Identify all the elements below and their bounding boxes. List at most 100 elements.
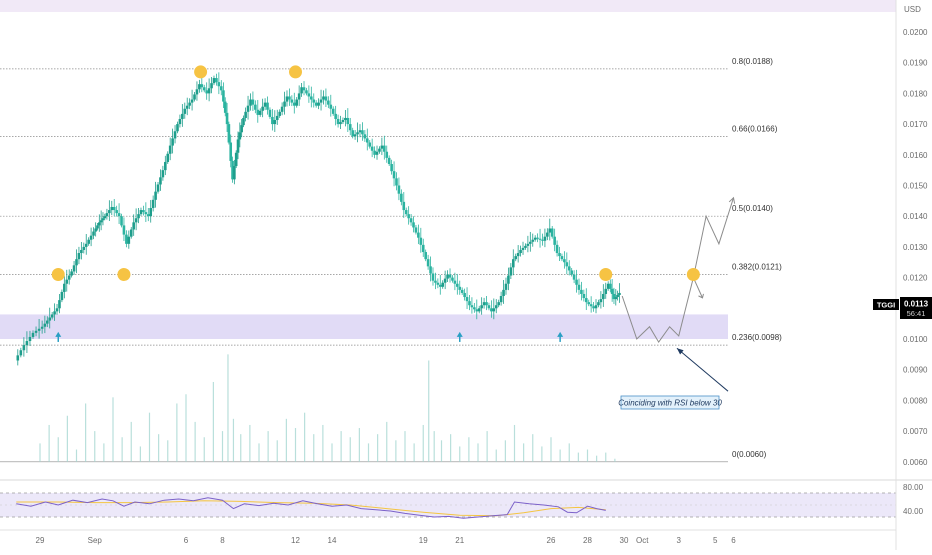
volume-bar <box>349 437 351 462</box>
forecast-arrowhead <box>728 196 736 204</box>
candle-body <box>458 286 462 290</box>
candle-body <box>268 109 272 117</box>
price-tick-label: 0.0080 <box>903 396 928 405</box>
candle-body <box>612 293 616 300</box>
candle-body <box>266 102 269 110</box>
candle-body <box>553 236 556 245</box>
candle-body <box>531 239 535 242</box>
volume-bar <box>468 437 470 462</box>
candle-body <box>558 253 561 257</box>
candle-body <box>570 270 573 275</box>
price-axis[interactable]: 0.0200 0.0190 0.0180 0.0170 0.0160 0.0150 0.01… <box>903 28 928 467</box>
candle-body <box>84 243 88 247</box>
volume-bar <box>340 431 342 462</box>
candle-body <box>346 117 350 125</box>
candle-body <box>70 271 73 276</box>
candle-body <box>101 218 105 221</box>
annotation-arrowhead <box>676 348 684 355</box>
candle-body <box>339 122 342 125</box>
candle-body <box>240 125 243 133</box>
volume-bar <box>227 354 229 462</box>
ticker-symbol-box <box>873 299 899 310</box>
volume-bar <box>404 431 406 462</box>
volume-bar <box>541 446 543 462</box>
candle-body <box>582 293 586 299</box>
candle-body <box>417 232 420 238</box>
candle-body <box>473 307 476 310</box>
candle-body <box>129 229 133 237</box>
volume-bar <box>413 443 415 462</box>
volume-bar <box>167 440 169 462</box>
candle-body <box>96 225 99 229</box>
time-tick-label: Sep <box>88 536 103 545</box>
rsi-pane <box>0 492 896 519</box>
candle-body <box>28 336 32 342</box>
candle-body <box>485 302 488 306</box>
candle-body <box>402 201 406 211</box>
candle-body <box>256 109 260 115</box>
support-zone-layer <box>0 314 728 339</box>
candle-body <box>227 124 231 143</box>
candle-body <box>436 282 440 285</box>
candle-body <box>166 153 170 162</box>
volume-bar <box>185 394 187 462</box>
candle-body <box>519 249 522 254</box>
candle-body <box>258 110 262 115</box>
candle-body <box>238 132 242 140</box>
candle-body <box>48 317 52 321</box>
candle-body <box>504 283 508 290</box>
volume-bar <box>477 443 479 462</box>
candle-body <box>502 289 505 297</box>
candle-body <box>329 104 333 109</box>
volume-bar <box>440 440 443 462</box>
candle-body <box>477 308 481 312</box>
candle-body <box>358 130 362 133</box>
volume-bar <box>367 443 370 462</box>
candle-body <box>487 305 491 309</box>
candle-body <box>19 350 23 356</box>
candle-body <box>465 297 469 302</box>
candle-body <box>246 105 250 112</box>
candle-body <box>290 99 294 103</box>
candle-body <box>533 237 537 240</box>
candle-body <box>278 111 281 116</box>
candle-body <box>110 206 114 211</box>
candle-body <box>31 332 35 337</box>
candle-body <box>536 237 539 239</box>
candle-body <box>98 222 101 226</box>
volume-bar <box>395 440 397 462</box>
fib-label: 0(0.0060) <box>732 450 767 459</box>
volume-bar <box>428 360 430 462</box>
markers-layer <box>51 65 700 282</box>
volume-bar <box>331 443 333 462</box>
candle-body <box>65 279 69 284</box>
candle-body <box>387 157 391 165</box>
candle-body <box>524 245 527 248</box>
candle-body <box>75 259 78 266</box>
candle-body <box>385 151 389 158</box>
time-tick-label: 14 <box>328 536 337 545</box>
candle-body <box>190 99 194 103</box>
candle-body <box>77 253 81 260</box>
candle-body <box>205 90 208 94</box>
candle-body <box>271 116 274 125</box>
candle-body <box>295 99 299 106</box>
candle-body <box>317 102 320 106</box>
candle-body <box>60 291 64 301</box>
candle-body <box>441 282 445 287</box>
candle-body <box>236 139 240 153</box>
candle-body <box>610 288 614 294</box>
candle-body <box>446 274 449 279</box>
annotation-text: Coinciding with RSI below 30 <box>618 399 722 408</box>
candle-body <box>353 134 357 137</box>
candle-body <box>225 112 229 125</box>
volume-bar <box>158 434 160 462</box>
time-axis[interactable]: 29 Sep 6 8 12 14 19 21 26 28 30 Oct 3 5 6 <box>36 536 737 545</box>
volume-bar <box>450 434 452 462</box>
volume-bar <box>66 415 68 462</box>
support-arrowhead <box>557 331 564 337</box>
candle-body <box>244 111 247 118</box>
top-banner <box>0 0 896 12</box>
fib-label: 0.66(0.0166) <box>732 124 778 133</box>
